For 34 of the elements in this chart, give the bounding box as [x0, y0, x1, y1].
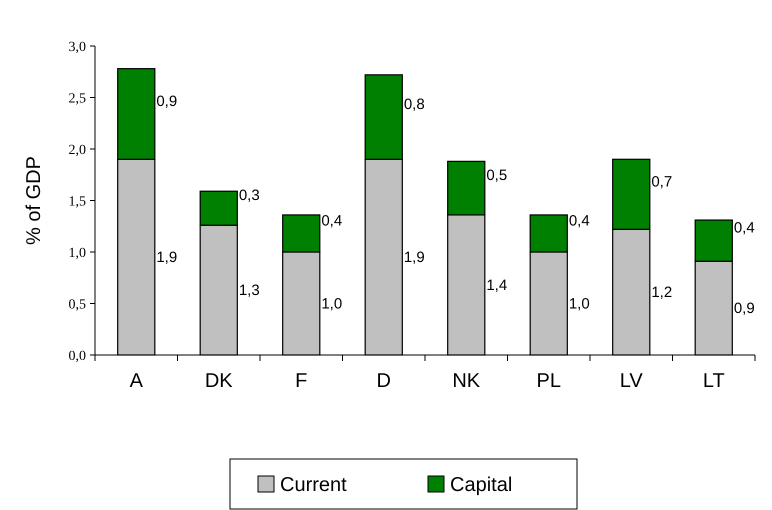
- x-tick-label: DK: [204, 370, 234, 392]
- x-tick-label: LT: [702, 370, 725, 392]
- data-label: 0,8: [404, 96, 425, 114]
- data-label: 1,0: [568, 296, 590, 312]
- x-tick-label: NK: [452, 370, 481, 392]
- y-axis-title: % of GDP: [23, 156, 45, 245]
- data-label: 1,9: [404, 249, 425, 266]
- y-tick-label: 3,0: [68, 40, 86, 55]
- y-tick-label: 1,5: [68, 194, 86, 210]
- y-tick-label: 2,0: [68, 142, 86, 158]
- x-tick-label: LV: [620, 370, 644, 392]
- legend-label: Capital: [450, 474, 512, 496]
- data-label: 1,3: [238, 282, 260, 300]
- data-label: 0,5: [486, 167, 508, 184]
- x-tick-label: F: [295, 370, 308, 392]
- y-tick-label: 1,0: [68, 246, 86, 261]
- data-label: 0,9: [156, 92, 178, 110]
- legend-label: Current: [280, 474, 348, 496]
- data-label: 0,7: [651, 173, 672, 190]
- data-label: 0,4: [568, 212, 590, 230]
- data-label: 0,3: [238, 187, 260, 204]
- data-label: 1,9: [156, 249, 178, 266]
- data-label: 0,4: [321, 212, 342, 230]
- x-tick-label: A: [130, 370, 144, 392]
- y-tick-label: 0,5: [68, 297, 86, 312]
- data-label: 0,9: [734, 300, 755, 318]
- x-tick-label: D: [376, 370, 391, 392]
- x-tick-label: PL: [536, 370, 561, 392]
- y-tick-label: 0,0: [68, 348, 86, 364]
- data-label: 0,4: [734, 220, 755, 237]
- data-label: 1,4: [486, 276, 508, 294]
- data-label: 1,2: [651, 284, 672, 302]
- data-label: 1,0: [321, 296, 342, 312]
- y-tick-label: 2,5: [68, 91, 86, 106]
